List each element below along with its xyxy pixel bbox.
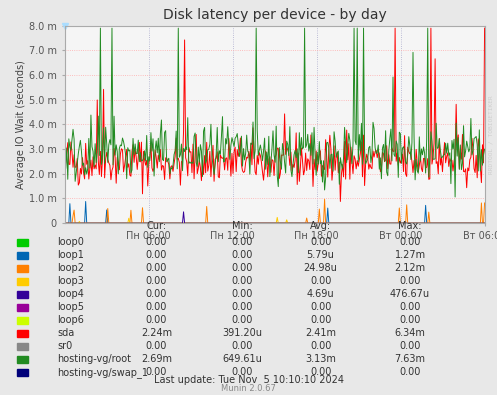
Text: 0.00: 0.00	[146, 367, 167, 378]
Text: 0.00: 0.00	[231, 276, 253, 286]
Text: 1.27m: 1.27m	[395, 250, 425, 260]
Text: 0.00: 0.00	[399, 237, 421, 247]
Text: Min:: Min:	[232, 221, 252, 231]
Text: 2.12m: 2.12m	[395, 263, 425, 273]
Text: Max:: Max:	[398, 221, 422, 231]
Text: 2.41m: 2.41m	[305, 328, 336, 339]
Text: loop0: loop0	[57, 237, 84, 247]
Text: Cur:: Cur:	[147, 221, 166, 231]
Text: 0.00: 0.00	[310, 276, 331, 286]
Text: 0.00: 0.00	[310, 367, 331, 378]
Text: loop4: loop4	[57, 289, 84, 299]
Text: loop5: loop5	[57, 302, 84, 312]
Text: RRDTOOL / TOBIOETIKER: RRDTOOL / TOBIOETIKER	[489, 95, 494, 174]
Text: 0.00: 0.00	[399, 276, 421, 286]
Text: 0.00: 0.00	[146, 341, 167, 352]
Text: 7.63m: 7.63m	[395, 354, 425, 365]
Text: loop2: loop2	[57, 263, 84, 273]
Text: 6.34m: 6.34m	[395, 328, 425, 339]
Text: hosting-vg/root: hosting-vg/root	[57, 354, 131, 365]
Text: 0.00: 0.00	[310, 315, 331, 325]
Text: 0.00: 0.00	[146, 263, 167, 273]
Text: 476.67u: 476.67u	[390, 289, 430, 299]
Text: 0.00: 0.00	[231, 302, 253, 312]
Text: 0.00: 0.00	[231, 250, 253, 260]
Text: 0.00: 0.00	[231, 315, 253, 325]
Text: 2.69m: 2.69m	[141, 354, 172, 365]
Text: loop1: loop1	[57, 250, 84, 260]
Text: Avg:: Avg:	[310, 221, 331, 231]
Text: 2.24m: 2.24m	[141, 328, 172, 339]
Text: 0.00: 0.00	[399, 367, 421, 378]
Text: 0.00: 0.00	[146, 289, 167, 299]
Text: hosting-vg/swap_1: hosting-vg/swap_1	[57, 367, 148, 378]
Text: 391.20u: 391.20u	[222, 328, 262, 339]
Text: 0.00: 0.00	[231, 263, 253, 273]
Text: 0.00: 0.00	[146, 315, 167, 325]
Text: 0.00: 0.00	[399, 302, 421, 312]
Text: 24.98u: 24.98u	[304, 263, 337, 273]
Text: 0.00: 0.00	[231, 367, 253, 378]
Text: sr0: sr0	[57, 341, 73, 352]
Text: 0.00: 0.00	[146, 302, 167, 312]
Text: 649.61u: 649.61u	[222, 354, 262, 365]
Text: 0.00: 0.00	[399, 315, 421, 325]
Text: 0.00: 0.00	[231, 341, 253, 352]
Text: Munin 2.0.67: Munin 2.0.67	[221, 384, 276, 393]
Title: Disk latency per device - by day: Disk latency per device - by day	[163, 8, 387, 22]
Text: Last update: Tue Nov  5 10:10:10 2024: Last update: Tue Nov 5 10:10:10 2024	[154, 375, 343, 385]
Text: 0.00: 0.00	[146, 276, 167, 286]
Text: 0.00: 0.00	[231, 237, 253, 247]
Text: loop6: loop6	[57, 315, 84, 325]
Text: 0.00: 0.00	[231, 289, 253, 299]
Text: 0.00: 0.00	[399, 341, 421, 352]
Text: 0.00: 0.00	[146, 250, 167, 260]
Text: 0.00: 0.00	[146, 237, 167, 247]
Text: loop3: loop3	[57, 276, 84, 286]
Text: sda: sda	[57, 328, 75, 339]
Text: 4.69u: 4.69u	[307, 289, 334, 299]
Text: 0.00: 0.00	[310, 302, 331, 312]
Text: 0.00: 0.00	[310, 341, 331, 352]
Text: 3.13m: 3.13m	[305, 354, 336, 365]
Y-axis label: Average IO Wait (seconds): Average IO Wait (seconds)	[16, 60, 26, 189]
Text: 5.79u: 5.79u	[307, 250, 334, 260]
Text: 0.00: 0.00	[310, 237, 331, 247]
